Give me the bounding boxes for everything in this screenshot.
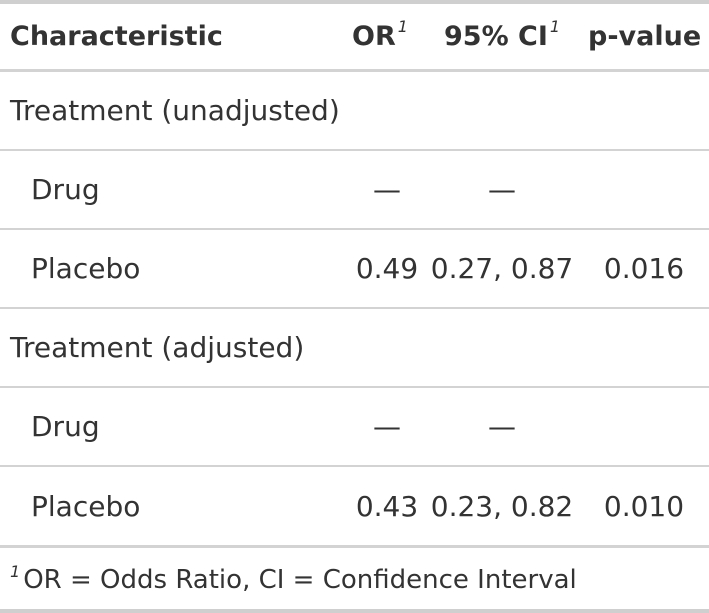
row-label: Treatment (adjusted): [10, 331, 305, 364]
table-row: Treatment (adjusted): [0, 309, 709, 388]
header-p-value: p-value: [588, 4, 706, 69]
p-value-cell: [585, 151, 703, 228]
table-bottom-rule: [0, 545, 709, 548]
or-cell: 0.43: [355, 489, 419, 523]
p-value-cell: [585, 388, 703, 465]
ci-cell: —: [488, 410, 516, 443]
ci-cell: —: [488, 173, 516, 206]
ci-cell: 0.23, 0.82: [430, 489, 574, 523]
or-cell: —: [373, 410, 401, 443]
row-label: Placebo: [31, 252, 141, 285]
header-or-footnote-mark: 1: [397, 17, 408, 36]
footnote-text: OR = Odds Ratio, CI = Confidence Interva…: [23, 565, 577, 595]
ci-cell: [434, 72, 570, 149]
header-ci-label: 95% CI: [444, 21, 548, 52]
p-value-cell: [585, 309, 703, 386]
table-row: Drug — —: [0, 151, 709, 230]
header-or: OR 1: [352, 4, 422, 69]
header-ci: 95% CI 1: [444, 4, 564, 69]
table-row: Drug — —: [0, 388, 709, 467]
or-cell: 0.49: [355, 252, 419, 285]
table-row: Treatment (unadjusted): [0, 72, 709, 151]
top-rule: [0, 0, 709, 4]
header-or-label: OR: [352, 21, 396, 52]
row-label: Drug: [31, 173, 100, 206]
end-rule: [0, 609, 709, 613]
p-value-cell: 0.010: [603, 489, 685, 523]
footnote-mark: 1: [10, 561, 21, 581]
row-label: Placebo: [31, 489, 141, 523]
header-characteristic: Characteristic: [10, 4, 223, 69]
header-characteristic-label: Characteristic: [10, 21, 223, 52]
header-ci-footnote-mark: 1: [549, 17, 561, 36]
header-p-value-label: p-value: [588, 21, 702, 52]
table-row: Placebo 0.49 0.27, 0.87 0.016: [0, 230, 709, 309]
table-footnote: 1 OR = Odds Ratio, CI = Confidence Interv…: [10, 552, 577, 608]
row-label: Treatment (unadjusted): [10, 94, 340, 127]
or-cell: [340, 72, 434, 149]
or-cell: —: [373, 173, 401, 206]
table-row: Placebo 0.43 0.23, 0.82 0.010: [0, 467, 709, 545]
or-cell: [340, 309, 434, 386]
p-value-cell: [585, 72, 703, 149]
ci-cell: 0.27, 0.87: [430, 252, 574, 285]
ci-cell: [434, 309, 570, 386]
table-header-row: Characteristic OR 1 95% CI 1 p-value: [0, 4, 709, 72]
p-value-cell: 0.016: [603, 252, 685, 285]
row-label: Drug: [31, 410, 100, 443]
